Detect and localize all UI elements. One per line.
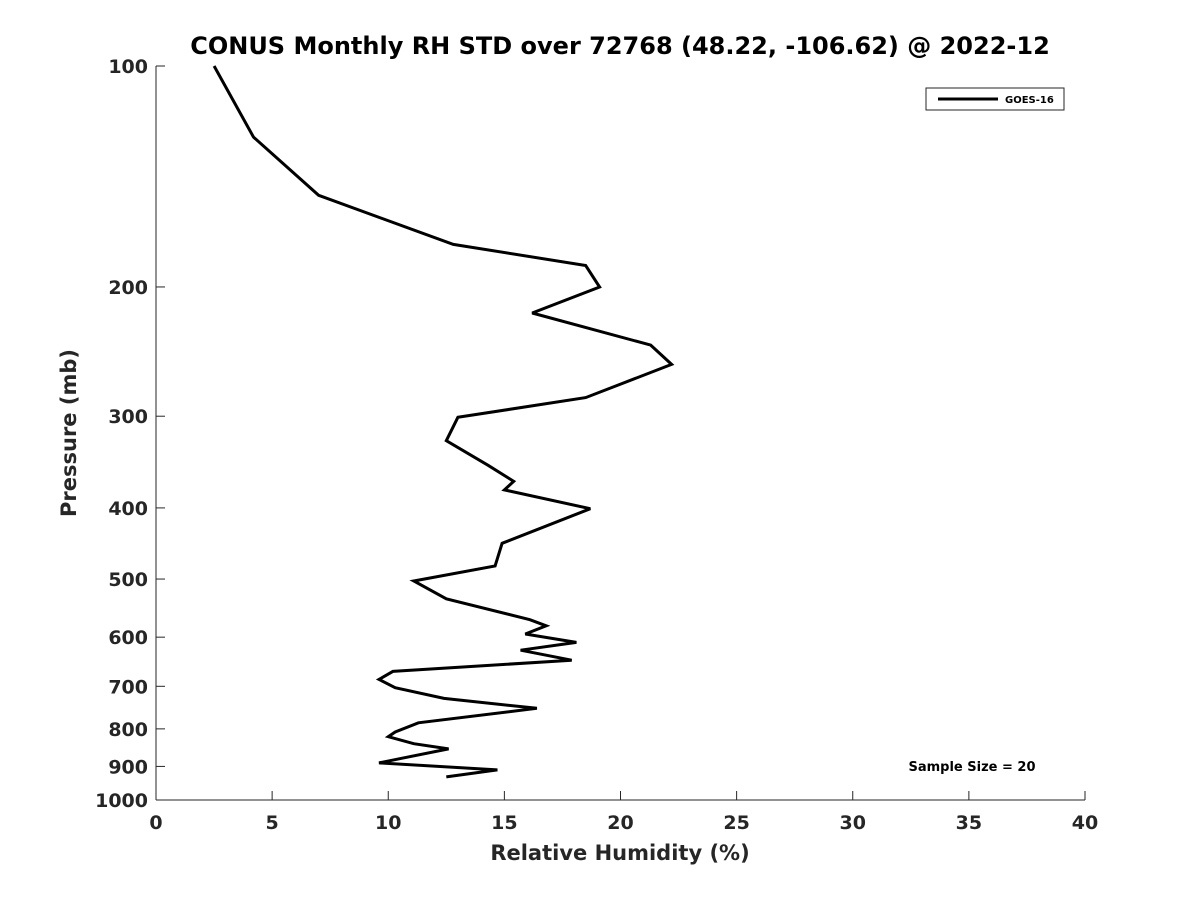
series-layer	[212, 65, 675, 779]
sample-size-annotation: Sample Size = 20	[908, 760, 1035, 775]
x-tick-label: 15	[491, 812, 517, 834]
y-ticks: 100 200 300 400 500 600 700 800 900 1000	[95, 56, 165, 812]
y-tick-label: 800	[108, 719, 148, 741]
series-line-goes-16	[212, 65, 675, 779]
chart-title: CONUS Monthly RH STD over 72768 (48.22, …	[190, 32, 1050, 60]
y-tick-label: 900	[108, 756, 148, 778]
x-axis-label: Relative Humidity (%)	[490, 841, 749, 865]
y-tick-label: 300	[108, 406, 148, 428]
x-tick-label: 25	[723, 812, 749, 834]
x-tick-label: 30	[840, 812, 866, 834]
y-tick-label: 400	[108, 498, 148, 520]
y-tick-label: 200	[108, 277, 148, 299]
x-tick-label: 0	[149, 812, 162, 834]
y-tick-label: 700	[108, 676, 148, 698]
y-tick-label: 1000	[95, 790, 148, 812]
y-tick-label: 500	[108, 569, 148, 591]
legend: GOES-16	[925, 87, 1065, 111]
x-ticks: 0 5 10 15 20 25 30 35 40	[149, 791, 1098, 834]
y-tick-label: 100	[108, 56, 148, 78]
y-axis-label: Pressure (mb)	[57, 349, 81, 517]
x-tick-label: 20	[607, 812, 633, 834]
x-tick-label: 35	[956, 812, 982, 834]
x-tick-label: 40	[1072, 812, 1098, 834]
y-tick-label: 600	[108, 627, 148, 649]
x-tick-label: 5	[266, 812, 279, 834]
x-tick-label: 10	[375, 812, 401, 834]
legend-entry-goes16: GOES-16	[1005, 95, 1054, 106]
axes: 0 5 10 15 20 25 30 35 40 100 200 300 400 500 600 700 80…	[95, 56, 1098, 834]
